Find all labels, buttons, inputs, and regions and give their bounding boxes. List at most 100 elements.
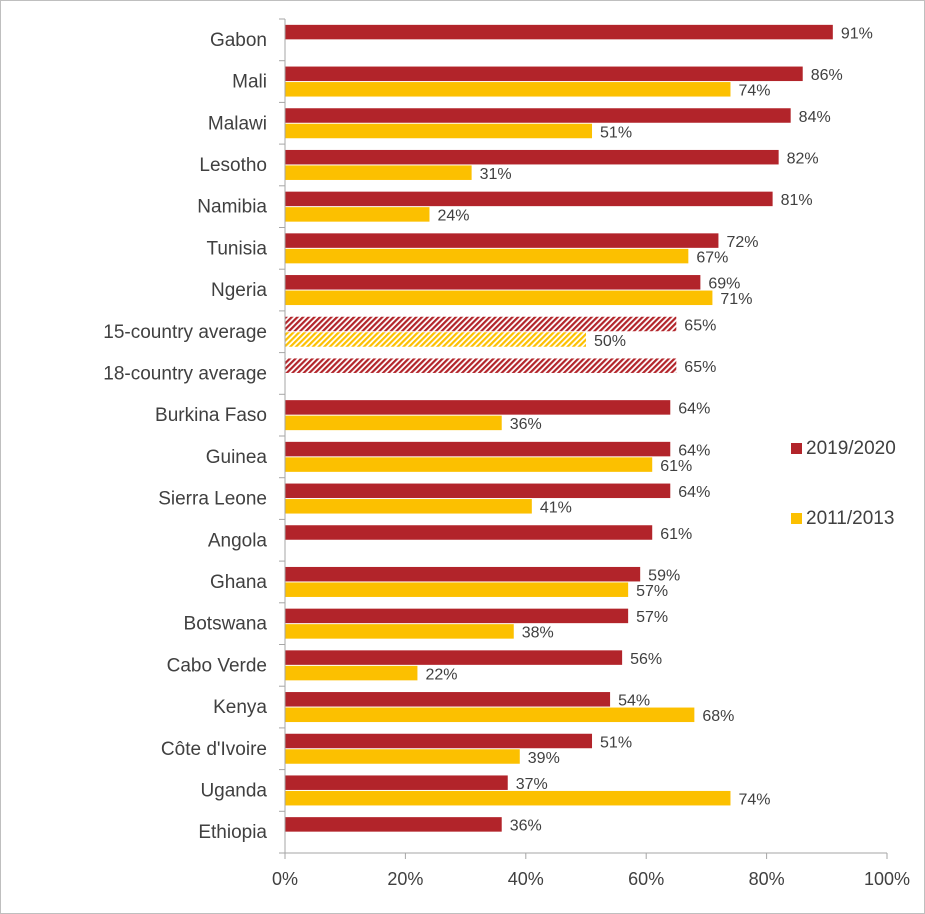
bar-2019-2020 bbox=[285, 24, 833, 40]
bar-2019-2020 bbox=[285, 358, 677, 373]
data-label-2011-2013: 71% bbox=[720, 291, 752, 308]
data-label-2011-2013: 36% bbox=[510, 416, 542, 433]
data-label-2011-2013: 24% bbox=[437, 208, 469, 225]
data-label-2011-2013: 57% bbox=[636, 583, 668, 600]
category-label: Mali bbox=[232, 72, 267, 93]
bar-2019-2020 bbox=[285, 608, 629, 624]
category-label: Ghana bbox=[210, 572, 267, 593]
data-label-2011-2013: 74% bbox=[738, 83, 770, 100]
data-label-2019-2020: 61% bbox=[660, 526, 692, 543]
bar-2019-2020 bbox=[285, 525, 653, 540]
bar-2011-2013 bbox=[285, 207, 430, 222]
x-tick-label: 100% bbox=[864, 869, 910, 889]
category-label: Ngeria bbox=[211, 280, 267, 301]
data-label-2019-2020: 64% bbox=[678, 442, 710, 459]
data-label-2011-2013: 22% bbox=[425, 666, 457, 683]
labels-group: Gabon 91% Mali 86% 74% Malawi 84% 51% Lesotho 82%… bbox=[103, 25, 910, 889]
bar-2019-2020 bbox=[285, 400, 671, 415]
category-label: Sierra Leone bbox=[158, 489, 267, 510]
data-label-2011-2013: 31% bbox=[480, 166, 512, 183]
data-label-2019-2020: 69% bbox=[708, 276, 740, 293]
data-label-2019-2020: 57% bbox=[636, 609, 668, 626]
category-label: Guinea bbox=[206, 447, 268, 468]
bar-2011-2013 bbox=[285, 499, 532, 514]
x-tick-label: 0% bbox=[272, 869, 298, 889]
x-tick-label: 80% bbox=[749, 869, 785, 889]
data-label-2019-2020: 36% bbox=[510, 818, 542, 835]
data-label-2019-2020: 65% bbox=[684, 317, 716, 334]
legend-swatch-2011-2013 bbox=[791, 513, 802, 524]
category-label: Lesotho bbox=[199, 155, 267, 176]
x-tick-label: 40% bbox=[508, 869, 544, 889]
data-label-2011-2013: 74% bbox=[738, 791, 770, 808]
bar-2019-2020 bbox=[285, 733, 593, 749]
bar-2011-2013 bbox=[285, 665, 418, 681]
data-label-2019-2020: 82% bbox=[787, 150, 819, 167]
bars-group bbox=[285, 24, 833, 832]
category-label: Uganda bbox=[200, 780, 267, 801]
category-label: Tunisia bbox=[206, 238, 267, 259]
x-tick-label: 60% bbox=[628, 869, 664, 889]
legend: 2019/2020 2011/2013 bbox=[791, 438, 896, 529]
data-label-2019-2020: 84% bbox=[799, 109, 831, 126]
data-label-2011-2013: 68% bbox=[702, 708, 734, 725]
category-label: 18-country average bbox=[103, 363, 267, 384]
category-label: Malawi bbox=[208, 113, 267, 134]
category-label: Namibia bbox=[197, 197, 267, 218]
category-label: Angola bbox=[208, 530, 268, 551]
bar-2019-2020 bbox=[285, 66, 803, 82]
bar-2019-2020 bbox=[285, 483, 671, 499]
category-label: 15-country average bbox=[103, 322, 267, 343]
data-label-2019-2020: 37% bbox=[516, 776, 548, 793]
bar-2011-2013 bbox=[285, 82, 731, 97]
data-label-2019-2020: 51% bbox=[600, 734, 632, 751]
bar-2011-2013 bbox=[285, 582, 629, 597]
data-label-2011-2013: 41% bbox=[540, 500, 572, 517]
bar-2019-2020 bbox=[285, 191, 773, 207]
data-label-2019-2020: 81% bbox=[781, 192, 813, 209]
bar-2011-2013 bbox=[285, 165, 472, 180]
data-label-2019-2020: 56% bbox=[630, 651, 662, 668]
data-label-2011-2013: 39% bbox=[528, 750, 560, 767]
data-label-2011-2013: 51% bbox=[600, 124, 632, 141]
legend-label-2011-2013: 2011/2013 bbox=[806, 508, 894, 529]
bar-2011-2013 bbox=[285, 790, 731, 806]
axes-group bbox=[279, 18, 888, 859]
data-label-2019-2020: 86% bbox=[811, 67, 843, 84]
bar-2011-2013 bbox=[285, 415, 502, 431]
category-label: Botswana bbox=[184, 614, 268, 635]
category-label: Ethiopia bbox=[198, 822, 267, 843]
category-label: Gabon bbox=[210, 30, 267, 51]
bar-2011-2013 bbox=[285, 457, 653, 472]
bar-2019-2020 bbox=[285, 692, 611, 707]
data-label-2019-2020: 54% bbox=[618, 693, 650, 710]
legend-label-2019-2020: 2019/2020 bbox=[806, 438, 896, 459]
data-label-2011-2013: 38% bbox=[522, 625, 554, 642]
bar-2011-2013 bbox=[285, 248, 689, 264]
data-label-2011-2013: 50% bbox=[594, 333, 626, 350]
bar-2019-2020 bbox=[285, 316, 677, 332]
category-label: Cabo Verde bbox=[167, 655, 267, 676]
x-tick-label: 20% bbox=[387, 869, 423, 889]
bar-2019-2020 bbox=[285, 275, 701, 290]
data-label-2019-2020: 59% bbox=[648, 567, 680, 584]
data-label-2019-2020: 72% bbox=[726, 234, 758, 251]
category-label: Côte d'Ivoire bbox=[161, 739, 267, 760]
data-label-2019-2020: 91% bbox=[841, 25, 873, 42]
bar-2011-2013 bbox=[285, 123, 593, 139]
data-label-2019-2020: 64% bbox=[678, 401, 710, 418]
bar-2011-2013 bbox=[285, 707, 695, 723]
data-label-2011-2013: 61% bbox=[660, 458, 692, 475]
bar-2019-2020 bbox=[285, 817, 502, 832]
data-label-2019-2020: 65% bbox=[684, 359, 716, 376]
category-label: Burkina Faso bbox=[155, 405, 267, 426]
bar-2019-2020 bbox=[285, 149, 779, 165]
bar-2019-2020 bbox=[285, 566, 641, 582]
category-label: Kenya bbox=[213, 697, 267, 718]
legend-swatch-2019-2020 bbox=[791, 443, 802, 454]
bar-2011-2013 bbox=[285, 624, 514, 639]
data-label-2011-2013: 67% bbox=[696, 249, 728, 266]
bar-2019-2020 bbox=[285, 441, 671, 457]
